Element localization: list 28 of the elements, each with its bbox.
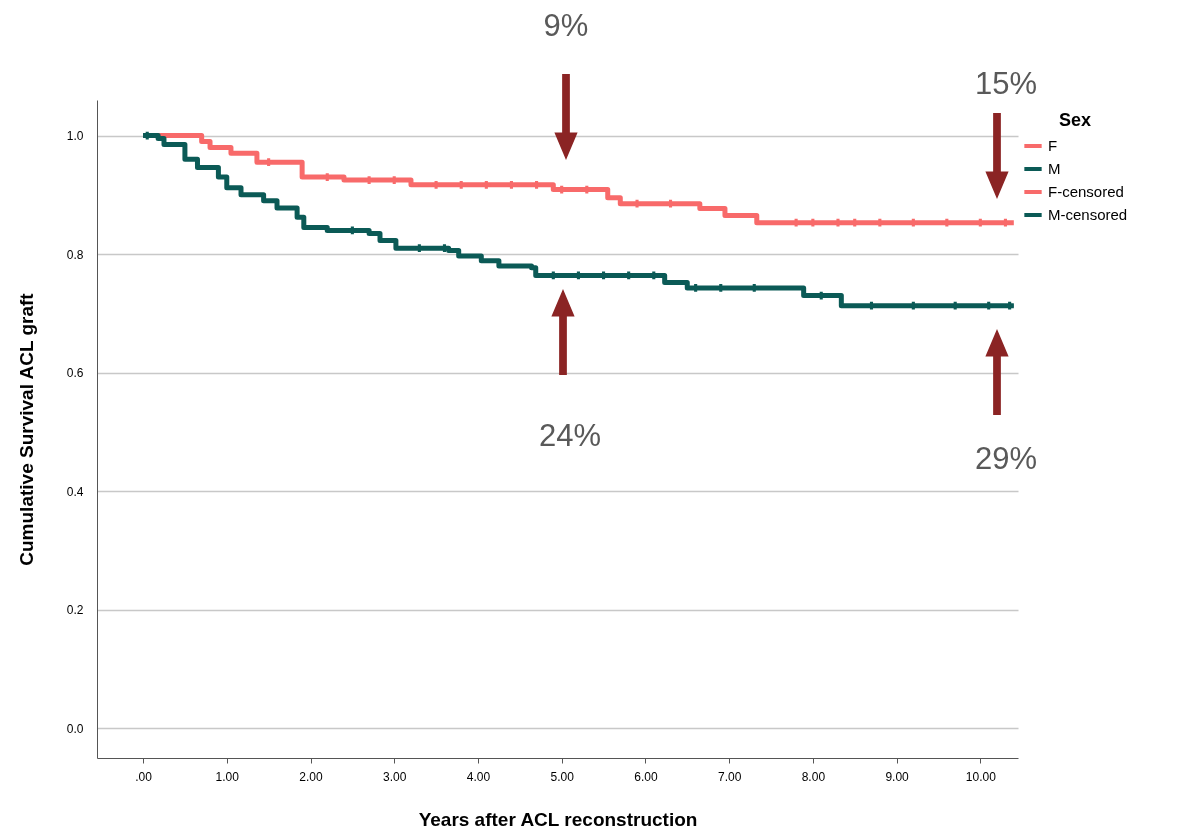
y-axis-title: Cumulative Survival ACL graft: [15, 292, 37, 566]
x-tick-label: 2.00: [299, 769, 324, 784]
legend-title: Sex: [1058, 110, 1092, 130]
x-tick-label: 1.00: [215, 769, 240, 784]
x-tick-label: 3.00: [383, 769, 407, 784]
x-tick-label: .00: [135, 769, 153, 784]
x-axis-title: Years after ACL reconstruction: [418, 808, 698, 830]
legend-label: M: [1048, 160, 1061, 177]
x-tick-label: 9.00: [885, 769, 910, 784]
x-tick-label: 4.00: [466, 769, 491, 784]
text: 9%: [543, 8, 589, 43]
x-tick-label: 6.00: [634, 769, 658, 784]
x-tick-label: 7.00: [717, 769, 742, 784]
y-tick-label: 0.0: [66, 721, 84, 736]
y-tick-label: 0.8: [66, 247, 84, 262]
annotation: 24%: [538, 418, 602, 453]
x-tick-label: 10.00: [965, 769, 997, 784]
annotation: 15%: [974, 66, 1038, 101]
y-tick-label: 0.4: [66, 484, 84, 499]
y-tick-label: 0.6: [66, 366, 84, 381]
y-tick-label: 0.2: [66, 603, 84, 618]
legend-label: F: [1048, 137, 1058, 154]
x-tick-label: 8.00: [801, 769, 826, 784]
legend-label: M-censored: [1048, 206, 1128, 223]
legend-label: F-censored: [1048, 183, 1124, 200]
x-tick-label: 5.00: [550, 769, 575, 784]
y-tick-label: 1.0: [66, 129, 84, 144]
annotation: 29%: [974, 441, 1038, 476]
